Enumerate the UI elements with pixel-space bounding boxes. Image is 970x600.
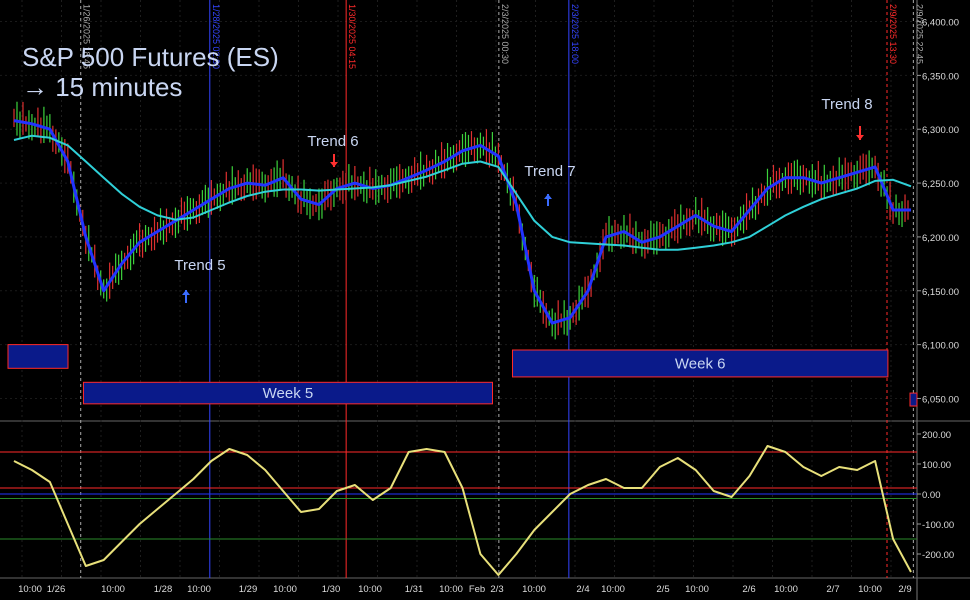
y-tick-label: 6,400.00 [922, 18, 959, 29]
vertical-marker-label: 2/9/2025 22:45 [914, 4, 924, 64]
osc-y-tick-label: 100.00 [922, 460, 951, 471]
vertical-marker-label: 2/9/2025 13:30 [888, 4, 898, 64]
x-tick-label: 2/9 [898, 584, 911, 595]
x-tick-label: 1/29 [239, 584, 258, 595]
x-tick-label: 1/26 [47, 584, 66, 595]
week-band [82, 381, 493, 405]
y-tick-label: 6,250.00 [922, 179, 959, 190]
osc-y-tick-label: 200.00 [922, 430, 951, 441]
y-tick-label: 6,150.00 [922, 287, 959, 298]
week-band-label: Week 6 [675, 355, 726, 372]
osc-y-tick-label: -200.00 [922, 550, 954, 561]
x-tick-label: 10:00 [101, 584, 125, 595]
trend-arrow-head [330, 162, 338, 167]
x-tick-label: 10:00 [685, 584, 709, 595]
y-tick-label: 6,050.00 [922, 394, 959, 405]
trend-arrow-head [856, 135, 864, 140]
x-tick-label: Feb [469, 584, 485, 595]
y-tick-label: 6,350.00 [922, 71, 959, 82]
vertical-marker-label: 2/3/2025 00:30 [500, 4, 510, 64]
x-tick-label: 1/31 [405, 584, 424, 595]
trend-label: Trend 7 [524, 163, 575, 180]
trend-arrow-head [544, 194, 552, 199]
x-tick-label: 1/30 [322, 584, 341, 595]
vertical-marker-label: 1/30/2025 04:15 [347, 4, 357, 69]
trend-label: Trend 5 [174, 257, 225, 274]
x-tick-label: 10:00 [187, 584, 211, 595]
y-tick-label: 6,300.00 [922, 125, 959, 136]
week-band-next [909, 392, 918, 407]
y-tick-label: 6,200.00 [922, 233, 959, 244]
week-band-previous [7, 344, 69, 369]
y-tick-label: 6,100.00 [922, 341, 959, 352]
vertical-marker-label: 2/3/2025 18:00 [570, 4, 580, 64]
x-tick-label: 10:00 [358, 584, 382, 595]
x-tick-label: 2/4 [576, 584, 589, 595]
x-tick-label: 10:00 [522, 584, 546, 595]
x-tick-label: 10:00 [439, 584, 463, 595]
week-band-label: Week 5 [263, 385, 314, 402]
chart-title: S&P 500 Futures (ES) [22, 42, 279, 72]
x-tick-label: 2/6 [742, 584, 755, 595]
osc-y-tick-label: 0.00 [922, 490, 941, 501]
chart-subtitle: → 15 minutes [22, 72, 183, 102]
x-tick-label: 1/28 [154, 584, 173, 595]
trend-arrow-head [182, 290, 190, 295]
trend-label: Trend 6 [307, 133, 358, 150]
x-tick-label: 10:00 [858, 584, 882, 595]
trend-label: Trend 8 [821, 96, 872, 113]
x-tick-label: 2/5 [656, 584, 669, 595]
x-tick-label: 10:00 [601, 584, 625, 595]
x-tick-label: 10:00 [18, 584, 42, 595]
osc-y-tick-label: -100.00 [922, 520, 954, 531]
vertical-marker-label: 1/28/2025 02:30 [211, 4, 221, 69]
vertical-marker-label: 1/26/2025 18:45 [82, 4, 92, 69]
x-tick-label: 2/3 [490, 584, 503, 595]
x-tick-label: 10:00 [273, 584, 297, 595]
x-tick-label: 10:00 [774, 584, 798, 595]
x-tick-label: 2/7 [826, 584, 839, 595]
week-band [511, 349, 889, 378]
